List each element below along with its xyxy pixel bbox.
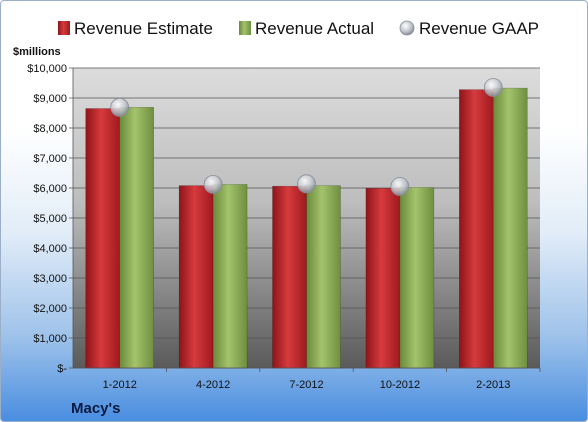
y-tick-label: $- xyxy=(57,363,67,375)
bars xyxy=(85,87,528,369)
legend-label-revenue-gaap: Revenue GAAP xyxy=(419,19,539,38)
x-axis-ticks: 1-2012 4-2012 7-2012 10-2012 2-2013 xyxy=(73,367,541,391)
y-tick-label: $10,000 xyxy=(27,63,67,75)
bar-revenue-actual xyxy=(399,187,435,369)
x-tick-label: 10-2012 xyxy=(380,379,420,391)
bar-revenue-actual xyxy=(306,185,341,369)
bar-revenue-estimate xyxy=(85,108,120,369)
y-axis-unit-label: $millions xyxy=(13,46,61,58)
y-tick-label: $2,000 xyxy=(33,303,67,315)
marker-revenue-gaap xyxy=(297,174,316,194)
y-tick-label: $1,000 xyxy=(33,333,67,345)
bar-revenue-estimate xyxy=(365,188,401,369)
legend-swatch-revenue-actual xyxy=(239,21,251,35)
legend-swatch-revenue-estimate xyxy=(58,21,70,35)
bar-revenue-estimate xyxy=(458,89,494,369)
x-tick-label: 1-2012 xyxy=(103,379,137,391)
marker-revenue-gaap xyxy=(390,177,410,196)
y-tick-label: $5,000 xyxy=(33,213,67,225)
y-tick-label: $9,000 xyxy=(33,93,67,105)
bar-revenue-estimate xyxy=(272,185,307,369)
x-tick-label: 7-2012 xyxy=(289,379,323,391)
y-tick-label: $3,000 xyxy=(33,273,67,285)
bar-revenue-actual xyxy=(212,184,248,369)
y-axis-ticks: $- $1,000 $2,000 $3,000 $4,000 $5,000 $6,000 $7… xyxy=(27,63,74,375)
x-tick-label: 4-2012 xyxy=(196,379,230,391)
y-tick-label: $6,000 xyxy=(33,183,67,195)
legend-item-revenue-actual: Revenue Actual xyxy=(239,19,374,38)
legend-marker-revenue-gaap xyxy=(399,20,415,36)
marker-revenue-gaap xyxy=(483,78,503,97)
bar-revenue-actual xyxy=(492,87,528,369)
x-tick-label: 2-2013 xyxy=(476,379,510,391)
y-tick-label: $8,000 xyxy=(33,123,67,135)
legend-item-revenue-gaap: Revenue GAAP xyxy=(399,19,539,38)
legend-item-revenue-estimate: Revenue Estimate xyxy=(58,19,213,38)
gaap-markers xyxy=(110,78,503,196)
chart-title: Macy's xyxy=(71,400,120,417)
bar-revenue-actual xyxy=(119,107,154,369)
bar-revenue-estimate xyxy=(178,185,214,369)
legend-label-revenue-estimate: Revenue Estimate xyxy=(74,19,213,38)
marker-revenue-gaap xyxy=(110,97,130,117)
legend-label-revenue-actual: Revenue Actual xyxy=(255,19,374,38)
y-tick-label: $4,000 xyxy=(33,243,67,255)
marker-revenue-gaap xyxy=(203,174,223,194)
legend: Revenue Estimate Revenue Actual Revenue … xyxy=(58,19,539,38)
y-tick-label: $7,000 xyxy=(33,153,67,165)
